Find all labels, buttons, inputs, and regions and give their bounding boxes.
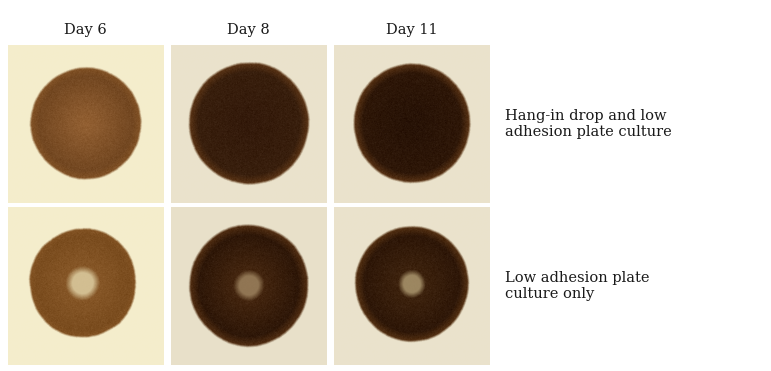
Text: Low adhesion plate
culture only: Low adhesion plate culture only: [505, 271, 649, 301]
Text: Day 8: Day 8: [227, 23, 270, 37]
Text: Hang-in drop and low
adhesion plate culture: Hang-in drop and low adhesion plate cult…: [505, 109, 672, 139]
Text: Day 6: Day 6: [64, 23, 107, 37]
Text: Day 11: Day 11: [386, 23, 438, 37]
